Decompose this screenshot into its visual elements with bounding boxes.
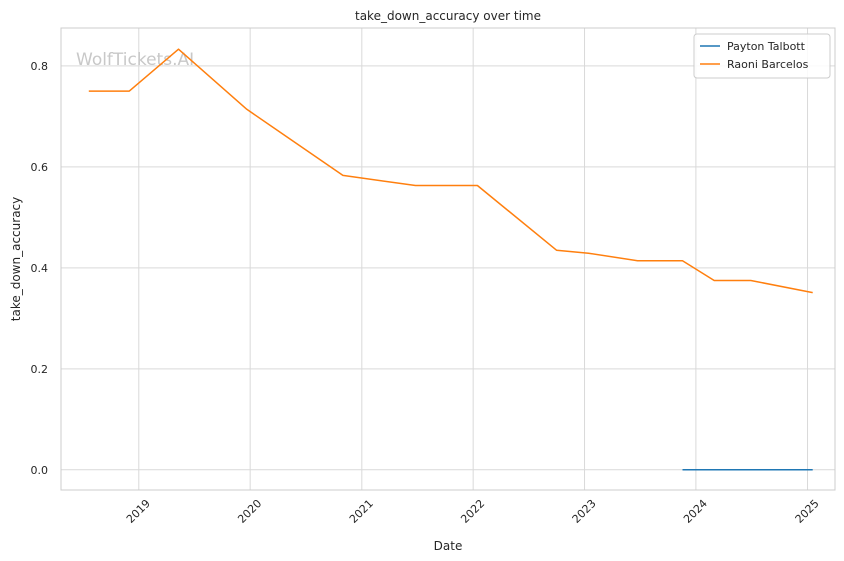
series-line-1: [88, 48, 813, 294]
chart-title: take_down_accuracy over time: [355, 9, 541, 23]
legend: Payton Talbott Raoni Barcelos: [693, 33, 831, 79]
legend-box: [693, 33, 831, 79]
x-tick-label: 2019: [124, 497, 153, 526]
y-tick-label: 0.4: [31, 262, 49, 275]
watermark-text: WolfTickets.AI: [76, 50, 194, 70]
plot-frame: [60, 27, 836, 491]
x-tick-label: 2023: [570, 497, 599, 526]
y-tick-label: 0.2: [31, 363, 49, 376]
x-tick-label: 2022: [458, 497, 487, 526]
y-grid: [61, 65, 835, 471]
x-tick-label: 2024: [681, 497, 710, 526]
y-axis-title: take_down_accuracy: [9, 197, 23, 321]
x-grid: [138, 28, 809, 490]
y-tick-label: 0.8: [31, 60, 49, 73]
x-axis-title: Date: [434, 539, 463, 553]
y-tick-label: 0.0: [31, 464, 49, 477]
y-tick-labels: 0.0 0.2 0.4 0.6 0.8: [31, 60, 49, 477]
x-tick-label: 2020: [235, 497, 264, 526]
x-tick-labels: 2019 2020 2021 2022 2023 2024 2025: [124, 497, 822, 526]
x-tick-label: 2025: [793, 497, 822, 526]
series-layer: [88, 48, 813, 471]
legend-label: Payton Talbott: [727, 40, 806, 53]
y-tick-label: 0.6: [31, 161, 49, 174]
legend-label: Raoni Barcelos: [727, 58, 809, 71]
x-tick-label: 2021: [347, 497, 376, 526]
